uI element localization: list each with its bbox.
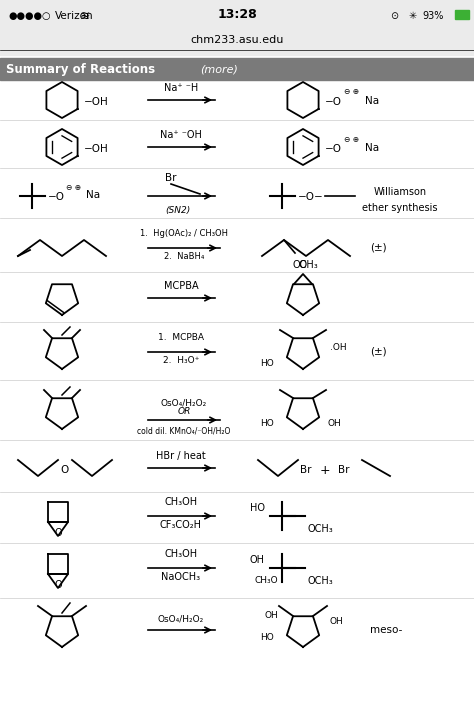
- Bar: [455, 10, 469, 19]
- Text: ⊖ ⊕: ⊖ ⊕: [344, 87, 359, 97]
- Text: CF₃CO₂H: CF₃CO₂H: [160, 520, 202, 530]
- Text: meso-: meso-: [370, 625, 402, 635]
- Text: HO: HO: [250, 503, 265, 513]
- Text: (SN2): (SN2): [165, 206, 191, 215]
- Text: OH: OH: [250, 555, 265, 565]
- Text: ✳: ✳: [408, 11, 416, 21]
- Text: Na⁺ ⁻OH: Na⁺ ⁻OH: [160, 130, 202, 140]
- Text: +: +: [319, 464, 330, 476]
- Text: 93%: 93%: [422, 11, 443, 21]
- Text: ⊖ ⊕: ⊖ ⊕: [344, 134, 359, 144]
- Text: OH: OH: [328, 419, 342, 429]
- Text: ether synthesis: ether synthesis: [362, 203, 438, 213]
- Text: OCH₃: OCH₃: [308, 576, 334, 586]
- Text: ⊙: ⊙: [390, 11, 398, 21]
- Text: OsO₄/H₂O₂: OsO₄/H₂O₂: [161, 399, 207, 408]
- Text: OCH₃: OCH₃: [308, 524, 334, 534]
- Text: CH₃O: CH₃O: [255, 576, 279, 585]
- Bar: [0, 0, 474, 55]
- Text: O: O: [54, 580, 62, 590]
- Text: −O−: −O−: [298, 192, 324, 202]
- Text: OCH₃: OCH₃: [293, 260, 319, 270]
- Text: −OH: −OH: [84, 97, 109, 107]
- Text: (±): (±): [370, 347, 387, 357]
- Text: Br: Br: [300, 465, 311, 475]
- Text: Verizon: Verizon: [55, 11, 94, 21]
- Text: ●●●●○: ●●●●○: [8, 11, 51, 21]
- Text: OsO₄/H₂O₂: OsO₄/H₂O₂: [158, 614, 204, 623]
- Text: −OH: −OH: [84, 144, 109, 154]
- Bar: [0, 58, 474, 80]
- Text: 1.  MCPBA: 1. MCPBA: [158, 333, 204, 342]
- Text: 2.  NaBH₄: 2. NaBH₄: [164, 252, 204, 261]
- Text: 13:28: 13:28: [217, 8, 257, 21]
- Text: −O: −O: [325, 144, 342, 154]
- Text: Summary of Reactions: Summary of Reactions: [6, 63, 155, 75]
- Text: HBr / heat: HBr / heat: [156, 451, 206, 461]
- Text: −O: −O: [325, 97, 342, 107]
- Text: O: O: [54, 528, 62, 538]
- Text: CH₃OH: CH₃OH: [164, 549, 198, 559]
- Text: cold dil. KMnO₄/⁻OH/H₂O: cold dil. KMnO₄/⁻OH/H₂O: [137, 426, 231, 435]
- Text: CH₃OH: CH₃OH: [164, 497, 198, 507]
- Text: HO: HO: [260, 360, 274, 368]
- Text: OH: OH: [264, 611, 278, 620]
- Text: ≋: ≋: [80, 9, 91, 23]
- Text: HO: HO: [260, 634, 274, 643]
- Text: NaOCH₃: NaOCH₃: [162, 572, 201, 582]
- Text: ⊖ ⊕: ⊖ ⊕: [66, 183, 81, 191]
- Text: (more): (more): [200, 64, 238, 74]
- Text: Na: Na: [365, 96, 379, 106]
- Text: 1.  Hg(OAc)₂ / CH₃OH: 1. Hg(OAc)₂ / CH₃OH: [140, 229, 228, 238]
- Text: OR: OR: [177, 407, 191, 416]
- Text: Williamson: Williamson: [374, 187, 427, 197]
- Text: OH: OH: [330, 617, 344, 626]
- Text: Br: Br: [338, 465, 349, 475]
- Text: 2.  H₃O⁺: 2. H₃O⁺: [163, 356, 199, 365]
- Text: chm233.asu.edu: chm233.asu.edu: [191, 35, 283, 45]
- Text: .OH: .OH: [330, 343, 346, 351]
- Text: MCPBA: MCPBA: [164, 281, 198, 291]
- Text: HO: HO: [260, 419, 274, 429]
- Text: Br: Br: [165, 173, 176, 183]
- Text: −O: −O: [48, 192, 65, 202]
- Text: Na⁺ ⁻H: Na⁺ ⁻H: [164, 83, 198, 93]
- Text: O: O: [60, 465, 68, 475]
- Text: Na: Na: [86, 190, 100, 200]
- Text: (±): (±): [370, 243, 387, 253]
- Text: O: O: [299, 260, 307, 270]
- Text: Na: Na: [365, 143, 379, 153]
